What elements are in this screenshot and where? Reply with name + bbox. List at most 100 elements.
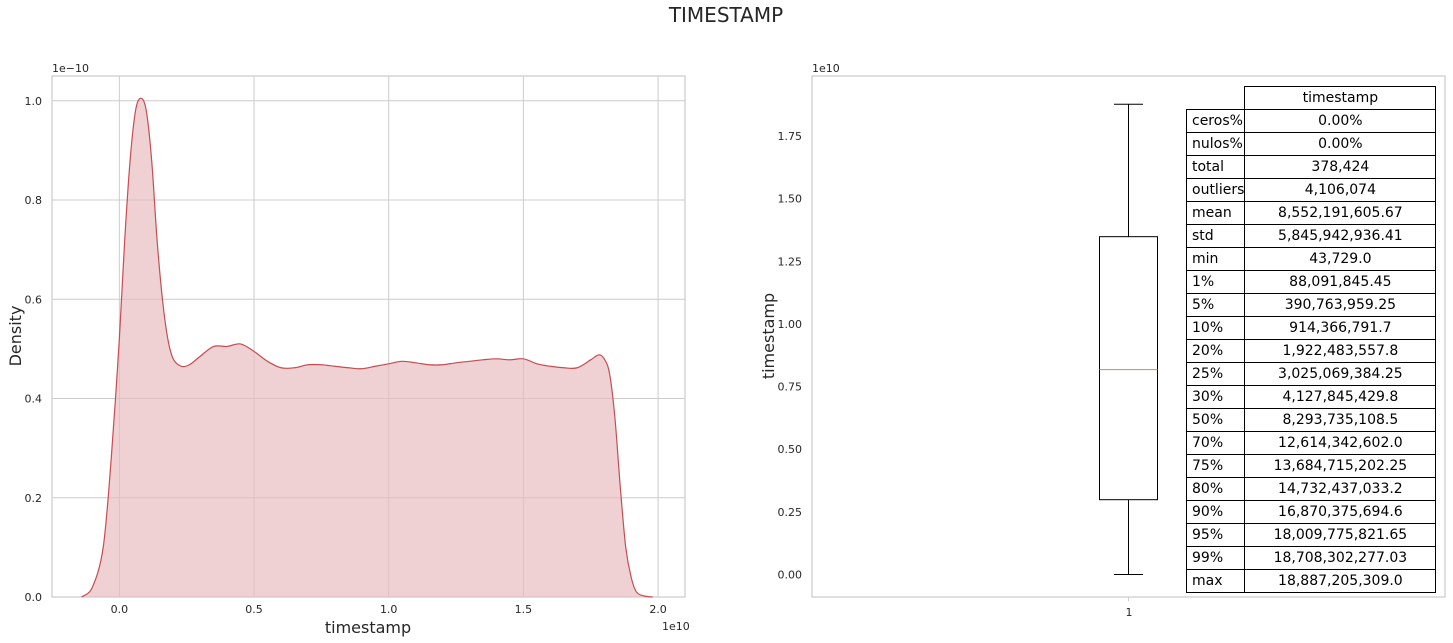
kde-y-tick-label: 0.0 [25, 591, 43, 604]
stats-row-label: mean [1185, 201, 1246, 225]
stats-row-value: 18,009,775,821.65 [1244, 523, 1437, 547]
kde-y-tick-label: 0.4 [25, 393, 43, 406]
stats-table-row: mean 8,552,191,605.67 [1185, 201, 1437, 225]
kde-y-tick-label: 0.2 [25, 492, 43, 505]
figure-title: TIMESTAMP [668, 3, 783, 27]
stats-table-row: min 43,729.0 [1185, 247, 1437, 271]
kde-y-tick-label: 0.8 [25, 194, 43, 207]
kde-y-axis-label: Density [6, 306, 25, 367]
stats-row-value: 914,366,791.7 [1244, 316, 1437, 340]
stats-row-label: max [1185, 569, 1246, 593]
stats-row-value: 43,729.0 [1244, 247, 1437, 271]
stats-table-row: ceros% 0.00% [1185, 109, 1437, 133]
stats-row-value: 16,870,375,694.6 [1244, 500, 1437, 524]
stats-row-label: ceros% [1185, 109, 1246, 133]
box-y-tick-label: 1.75 [778, 130, 803, 143]
stats-table-row: outliers 4,106,074 [1185, 178, 1437, 202]
stats-row-label: total [1185, 155, 1246, 179]
box-y-ticks: 0.00 0.25 0.50 0.75 1.00 1.25 1.50 1.75 [778, 130, 803, 581]
kde-area [81, 97, 653, 598]
kde-x-offset-label: 1e10 [662, 620, 690, 633]
kde-y-ticks: 0.0 0.2 0.4 0.6 0.8 1.0 [25, 95, 43, 604]
stats-row-value: 5,845,942,936.41 [1244, 224, 1437, 248]
stats-table-row: 20% 1,922,483,557.8 [1185, 339, 1437, 363]
stats-row-label: 99% [1185, 546, 1246, 570]
stats-row-label: std [1185, 224, 1246, 248]
stats-table-row: 75% 13,684,715,202.25 [1185, 454, 1437, 478]
kde-plot: 0.0 0.5 1.0 1.5 2.0 0.0 0.2 0.4 0.6 0.8 1.0 times… [6, 62, 690, 637]
kde-x-ticks: 0.0 0.5 1.0 1.5 2.0 [111, 603, 667, 616]
stats-table-header: timestamp [1244, 86, 1437, 110]
stats-table-row: 90% 16,870,375,694.6 [1185, 500, 1437, 524]
box-iqr-box [1099, 236, 1158, 501]
kde-x-axis-label: timestamp [325, 618, 411, 637]
stats-row-value: 8,552,191,605.67 [1244, 201, 1437, 225]
stats-row-value: 4,127,845,429.8 [1244, 385, 1437, 409]
stats-row-label: 10% [1185, 316, 1246, 340]
stats-table-row: 1% 88,091,845.45 [1185, 270, 1437, 294]
stats-table-row: 70% 12,614,342,602.0 [1185, 431, 1437, 455]
stats-row-label: outliers [1185, 178, 1246, 202]
stats-row-value: 378,424 [1244, 155, 1437, 179]
box-y-tick-label: 0.50 [778, 443, 803, 456]
box-y-tick-label: 1.25 [778, 255, 803, 268]
stats-table: timestamp ceros% 0.00% nulos% 0.00% total 378… [1185, 86, 1437, 593]
stats-table-row: 10% 914,366,791.7 [1185, 316, 1437, 340]
stats-row-value: 0.00% [1244, 109, 1437, 133]
stats-row-value: 4,106,074 [1244, 178, 1437, 202]
stats-table-corner [1187, 87, 1245, 110]
kde-x-tick-label: 1.5 [515, 603, 533, 616]
kde-x-tick-label: 0.5 [245, 603, 263, 616]
stats-row-value: 0.00% [1244, 132, 1437, 156]
stats-table-row: total 378,424 [1185, 155, 1437, 179]
stats-row-value: 1,922,483,557.8 [1244, 339, 1437, 363]
box-y-tick-label: 0.00 [778, 568, 803, 581]
stats-table-row: 25% 3,025,069,384.25 [1185, 362, 1437, 386]
stats-row-label: 50% [1185, 408, 1246, 432]
kde-x-tick-label: 1.0 [380, 603, 398, 616]
box-y-tick-label: 0.75 [778, 381, 803, 394]
stats-table-row: 99% 18,708,302,277.03 [1185, 546, 1437, 570]
stats-row-label: 30% [1185, 385, 1246, 409]
kde-line [81, 97, 653, 598]
stats-row-value: 12,614,342,602.0 [1244, 431, 1437, 455]
stats-table-row: 30% 4,127,845,429.8 [1185, 385, 1437, 409]
box-marks [1099, 103, 1158, 601]
stats-row-label: 1% [1185, 270, 1246, 294]
box-plot: 0.00 0.25 0.50 0.75 1.00 1.25 1.50 1.75 1 times… [759, 62, 1446, 619]
box-y-offset-label: 1e10 [812, 62, 840, 75]
stats-table-row: 5% 390,763,959.25 [1185, 293, 1437, 317]
stats-table-row: 95% 18,009,775,821.65 [1185, 523, 1437, 547]
stats-table-header-row: timestamp [1187, 86, 1437, 110]
stats-row-label: 70% [1185, 431, 1246, 455]
stats-table-row: 80% 14,732,437,033.2 [1185, 477, 1437, 501]
stats-row-value: 13,684,715,202.25 [1244, 454, 1437, 478]
stats-row-value: 3,025,069,384.25 [1244, 362, 1437, 386]
kde-y-offset-label: 1e−10 [52, 62, 89, 75]
stats-row-value: 8,293,735,108.5 [1244, 408, 1437, 432]
kde-y-tick-label: 1.0 [25, 95, 43, 108]
stats-table-row: std 5,845,942,936.41 [1185, 224, 1437, 248]
stats-row-value: 88,091,845.45 [1244, 270, 1437, 294]
stats-row-label: 5% [1185, 293, 1246, 317]
kde-fill [81, 98, 653, 597]
stats-table-row: max 18,887,205,309.0 [1185, 569, 1437, 593]
stats-row-value: 390,763,959.25 [1244, 293, 1437, 317]
box-y-tick-label: 1.00 [778, 318, 803, 331]
stats-table-row: nulos% 0.00% [1185, 132, 1437, 156]
stats-row-label: min [1185, 247, 1246, 271]
stats-row-value: 18,708,302,277.03 [1244, 546, 1437, 570]
stats-row-label: 75% [1185, 454, 1246, 478]
kde-x-tick-label: 0.0 [111, 603, 129, 616]
stats-row-value: 18,887,205,309.0 [1244, 569, 1437, 593]
stats-table-body: timestamp ceros% 0.00% nulos% 0.00% total 378… [1185, 86, 1437, 593]
box-y-tick-label: 0.25 [778, 506, 803, 519]
stats-row-label: 80% [1185, 477, 1246, 501]
stats-row-label: 20% [1185, 339, 1246, 363]
stats-row-label: nulos% [1185, 132, 1246, 156]
box-y-tick-label: 1.50 [778, 193, 803, 206]
stats-row-label: 90% [1185, 500, 1246, 524]
stats-row-label: 95% [1185, 523, 1246, 547]
stats-row-label: 25% [1185, 362, 1246, 386]
